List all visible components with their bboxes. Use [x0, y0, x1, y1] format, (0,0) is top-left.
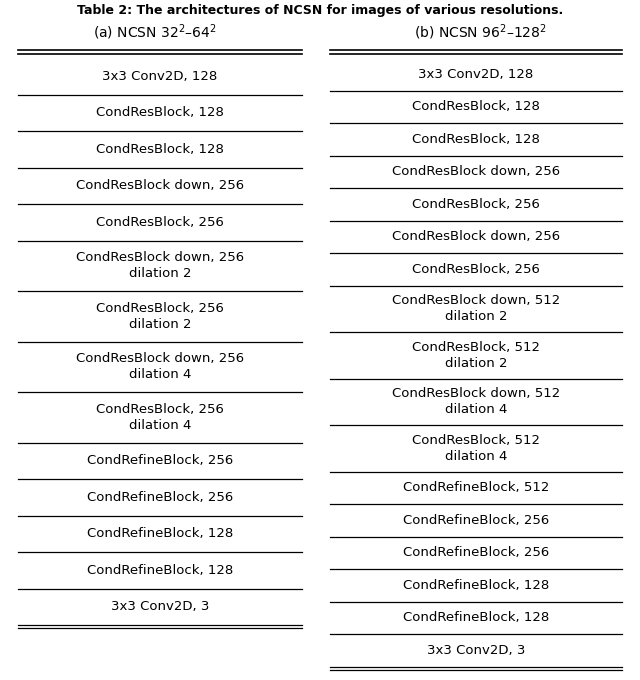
- Text: CondResBlock down, 256: CondResBlock down, 256: [392, 231, 560, 243]
- Text: CondResBlock down, 256
dilation 4: CondResBlock down, 256 dilation 4: [76, 352, 244, 381]
- Text: CondRefineBlock, 256: CondRefineBlock, 256: [87, 454, 233, 467]
- Text: CondResBlock, 128: CondResBlock, 128: [96, 106, 224, 119]
- Text: 3x3 Conv2D, 128: 3x3 Conv2D, 128: [102, 70, 218, 83]
- Text: CondResBlock down, 256: CondResBlock down, 256: [392, 165, 560, 178]
- Text: CondRefineBlock, 256: CondRefineBlock, 256: [403, 514, 549, 527]
- Text: CondResBlock, 512
dilation 4: CondResBlock, 512 dilation 4: [412, 434, 540, 463]
- Text: Table 2: The architectures of NCSN for images of various resolutions.: Table 2: The architectures of NCSN for i…: [77, 4, 563, 17]
- Text: (b) NCSN 96$^2$–128$^2$: (b) NCSN 96$^2$–128$^2$: [413, 22, 547, 41]
- Text: CondRefineBlock, 256: CondRefineBlock, 256: [403, 546, 549, 559]
- Text: CondResBlock down, 512
dilation 2: CondResBlock down, 512 dilation 2: [392, 294, 560, 323]
- Text: CondResBlock, 256: CondResBlock, 256: [412, 262, 540, 276]
- Text: 3x3 Conv2D, 3: 3x3 Conv2D, 3: [427, 644, 525, 657]
- Text: CondRefineBlock, 128: CondRefineBlock, 128: [87, 564, 233, 577]
- Text: CondRefineBlock, 256: CondRefineBlock, 256: [87, 491, 233, 504]
- Text: CondResBlock down, 256: CondResBlock down, 256: [76, 180, 244, 192]
- Text: CondResBlock, 128: CondResBlock, 128: [412, 133, 540, 146]
- Text: CondResBlock, 256
dilation 4: CondResBlock, 256 dilation 4: [96, 403, 224, 432]
- Text: CondResBlock, 128: CondResBlock, 128: [412, 100, 540, 114]
- Text: CondRefineBlock, 128: CondRefineBlock, 128: [403, 579, 549, 592]
- Text: CondResBlock down, 256
dilation 2: CondResBlock down, 256 dilation 2: [76, 251, 244, 280]
- Text: 3x3 Conv2D, 3: 3x3 Conv2D, 3: [111, 600, 209, 613]
- Text: CondRefineBlock, 128: CondRefineBlock, 128: [87, 527, 233, 540]
- Text: CondRefineBlock, 128: CondRefineBlock, 128: [403, 611, 549, 624]
- Text: CondResBlock, 256: CondResBlock, 256: [412, 198, 540, 211]
- Text: CondResBlock down, 512
dilation 4: CondResBlock down, 512 dilation 4: [392, 387, 560, 416]
- Text: (a) NCSN 32$^2$–64$^2$: (a) NCSN 32$^2$–64$^2$: [93, 22, 217, 41]
- Text: CondResBlock, 256
dilation 2: CondResBlock, 256 dilation 2: [96, 302, 224, 330]
- Text: CondResBlock, 256: CondResBlock, 256: [96, 216, 224, 228]
- Text: CondResBlock, 128: CondResBlock, 128: [96, 143, 224, 156]
- Text: CondResBlock, 512
dilation 2: CondResBlock, 512 dilation 2: [412, 341, 540, 370]
- Text: CondRefineBlock, 512: CondRefineBlock, 512: [403, 481, 549, 494]
- Text: 3x3 Conv2D, 128: 3x3 Conv2D, 128: [419, 68, 534, 81]
